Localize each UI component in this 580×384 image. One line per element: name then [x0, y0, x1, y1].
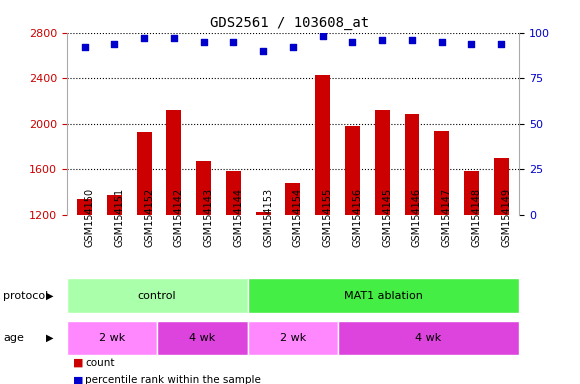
- Text: GSM154152: GSM154152: [144, 188, 154, 247]
- Text: GSM154146: GSM154146: [412, 188, 422, 247]
- Bar: [196, 161, 211, 215]
- Bar: [248, 278, 519, 313]
- Point: [348, 39, 357, 45]
- Bar: [107, 195, 122, 215]
- Bar: [77, 199, 92, 215]
- Bar: [248, 321, 338, 355]
- Text: 2 wk: 2 wk: [99, 333, 125, 343]
- Point: [288, 44, 298, 50]
- Bar: [256, 212, 271, 215]
- Point: [467, 40, 476, 46]
- Text: GSM154151: GSM154151: [114, 188, 124, 247]
- Bar: [285, 183, 300, 215]
- Point: [318, 33, 327, 40]
- Bar: [226, 170, 241, 215]
- Text: GSM154149: GSM154149: [501, 188, 511, 247]
- Bar: [67, 278, 248, 313]
- Bar: [137, 132, 151, 215]
- Text: 2 wk: 2 wk: [280, 333, 306, 343]
- Text: age: age: [3, 333, 24, 343]
- Bar: [157, 321, 248, 355]
- Point: [378, 37, 387, 43]
- Point: [80, 44, 89, 50]
- Point: [199, 39, 208, 45]
- Text: GDS2561 / 103608_at: GDS2561 / 103608_at: [211, 16, 369, 30]
- Bar: [345, 126, 360, 215]
- Text: ■: ■: [72, 375, 83, 384]
- Point: [407, 37, 416, 43]
- Point: [139, 35, 148, 41]
- Text: ▶: ▶: [46, 333, 53, 343]
- Text: 4 wk: 4 wk: [415, 333, 442, 343]
- Bar: [338, 321, 519, 355]
- Text: GSM154150: GSM154150: [85, 188, 95, 247]
- Text: GSM154148: GSM154148: [472, 188, 481, 247]
- Text: 4 wk: 4 wk: [189, 333, 216, 343]
- Bar: [375, 110, 390, 215]
- Text: GSM154153: GSM154153: [263, 188, 273, 247]
- Bar: [434, 131, 449, 215]
- Bar: [464, 170, 479, 215]
- Point: [259, 48, 268, 54]
- Text: GSM154143: GSM154143: [204, 188, 213, 247]
- Bar: [494, 158, 509, 215]
- Text: GSM154144: GSM154144: [233, 188, 244, 247]
- Bar: [315, 75, 330, 215]
- Bar: [67, 321, 157, 355]
- Text: GSM154142: GSM154142: [174, 188, 184, 247]
- Bar: [404, 114, 419, 215]
- Text: GSM154154: GSM154154: [293, 188, 303, 247]
- Text: protocol: protocol: [3, 291, 48, 301]
- Bar: [166, 110, 182, 215]
- Text: GSM154156: GSM154156: [353, 188, 362, 247]
- Text: control: control: [138, 291, 176, 301]
- Point: [169, 35, 179, 41]
- Point: [437, 39, 447, 45]
- Text: count: count: [85, 358, 115, 368]
- Text: ▶: ▶: [46, 291, 53, 301]
- Text: MAT1 ablation: MAT1 ablation: [344, 291, 423, 301]
- Text: GSM154147: GSM154147: [442, 188, 452, 247]
- Point: [110, 40, 119, 46]
- Point: [229, 39, 238, 45]
- Text: GSM154155: GSM154155: [322, 188, 333, 247]
- Text: percentile rank within the sample: percentile rank within the sample: [85, 375, 261, 384]
- Text: ■: ■: [72, 358, 83, 368]
- Text: GSM154145: GSM154145: [382, 188, 392, 247]
- Point: [496, 40, 506, 46]
